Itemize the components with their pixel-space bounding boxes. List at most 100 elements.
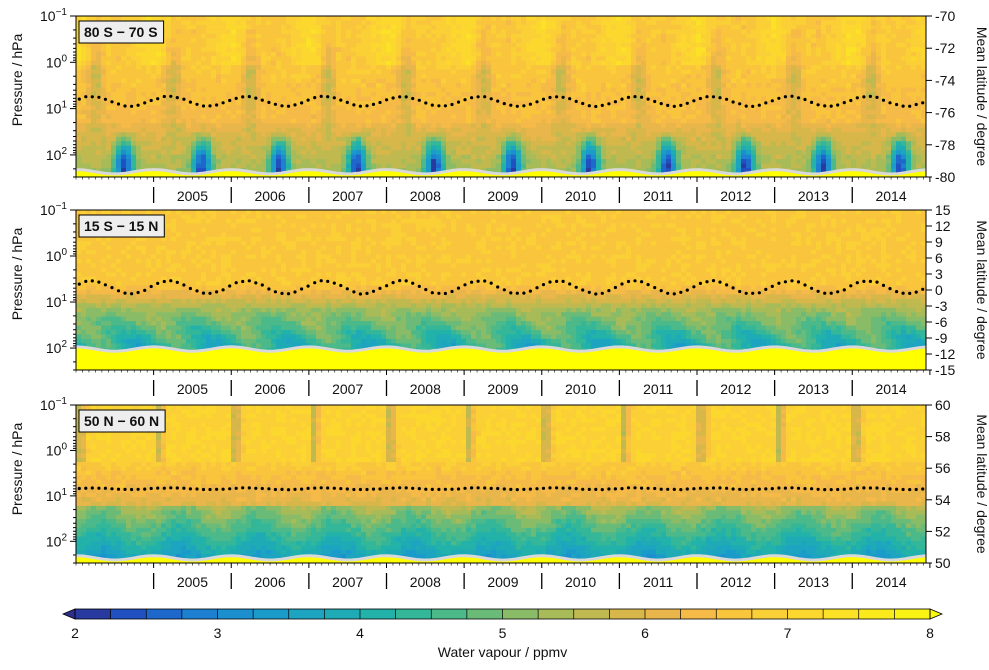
heatmap-cell — [716, 38, 722, 43]
heatmap-cell — [241, 141, 247, 146]
heatmap-cell — [371, 128, 377, 133]
heatmap-cell — [601, 146, 607, 151]
heatmap-cell — [551, 132, 557, 137]
heatmap-cell — [626, 141, 632, 146]
heatmap-cell — [291, 34, 297, 39]
heatmap-cell — [666, 155, 672, 160]
heatmap-cell — [701, 141, 707, 146]
heatmap-cell — [501, 65, 507, 70]
heatmap-cell — [606, 25, 612, 30]
heatmap-cell — [701, 119, 707, 124]
heatmap-cell — [226, 119, 232, 124]
heatmap-cell — [431, 110, 437, 115]
heatmap-cell — [151, 74, 157, 79]
heatmap-cell — [686, 105, 692, 110]
heatmap-cell — [251, 16, 257, 21]
heatmap-cell — [381, 137, 387, 142]
heatmap-cell — [681, 83, 687, 88]
heatmap-cell — [476, 29, 482, 34]
heatmap-cell — [641, 43, 647, 48]
heatmap-cell — [566, 52, 572, 57]
heatmap-cell — [726, 65, 732, 70]
heatmap-cell — [626, 119, 632, 124]
heatmap-cell — [546, 164, 552, 169]
heatmap-cell — [526, 56, 532, 61]
heatmap-cell — [671, 43, 677, 48]
heatmap-cell — [421, 88, 427, 93]
heatmap-cell — [221, 114, 227, 119]
heatmap-cell — [516, 70, 522, 75]
heatmap-cell — [551, 52, 557, 57]
heatmap-cell — [736, 38, 742, 43]
heatmap-cell — [636, 146, 642, 151]
heatmap-cell — [546, 43, 552, 48]
heatmap-cell — [651, 74, 657, 79]
heatmap-cell — [586, 146, 592, 151]
heatmap-cell — [106, 119, 112, 124]
heatmap-cell — [751, 34, 757, 39]
heatmap-cell — [286, 159, 292, 164]
heatmap-cell — [726, 150, 732, 155]
heatmap-cell — [486, 56, 492, 61]
heatmap-cell — [291, 52, 297, 57]
heatmap-cell — [256, 74, 262, 79]
heatmap-cell — [261, 70, 267, 75]
heatmap-cell — [516, 110, 522, 115]
heatmap-cell — [371, 92, 377, 97]
heatmap-cell — [101, 70, 107, 75]
heatmap-cell — [166, 101, 172, 106]
heatmap-cell — [386, 110, 392, 115]
heatmap-cell — [756, 132, 762, 137]
heatmap-cell — [216, 70, 222, 75]
heatmap-cell — [456, 141, 462, 146]
heatmap-cell — [236, 110, 242, 115]
heatmap-cell — [256, 146, 262, 151]
heatmap-cell — [751, 29, 757, 34]
heatmap-cell — [611, 61, 617, 66]
heatmap-cell — [671, 79, 677, 84]
heatmap-cell — [646, 74, 652, 79]
heatmap-cell — [296, 88, 302, 93]
heatmap-cell — [216, 146, 222, 151]
heatmap-cell — [571, 16, 577, 21]
heatmap-cell — [406, 132, 412, 137]
heatmap-cell — [246, 29, 252, 34]
heatmap-cell — [206, 114, 212, 119]
heatmap-cell — [581, 74, 587, 79]
heatmap-cell — [436, 159, 442, 164]
heatmap-cell — [201, 159, 207, 164]
heatmap-cell — [226, 88, 232, 93]
heatmap-cell — [141, 123, 147, 128]
heatmap-cell — [331, 146, 337, 151]
heatmap-cell — [656, 150, 662, 155]
heatmap-cell — [191, 16, 197, 21]
heatmap-cell — [671, 132, 677, 137]
heatmap-cell — [296, 114, 302, 119]
heatmap-cell — [231, 141, 237, 146]
heatmap-cell — [176, 141, 182, 146]
heatmap-cell — [291, 56, 297, 61]
heatmap-cell — [206, 88, 212, 93]
heatmap-cell — [696, 105, 702, 110]
heatmap-cell — [291, 146, 297, 151]
heatmap-cell — [456, 114, 462, 119]
heatmap-cell — [236, 164, 242, 169]
heatmap-cell — [246, 101, 252, 106]
heatmap-cell — [721, 74, 727, 79]
heatmap-cell — [366, 132, 372, 137]
heatmap-cell — [701, 70, 707, 75]
heatmap-cell — [721, 47, 727, 52]
heatmap-cell — [536, 29, 542, 34]
heatmap-cell — [81, 105, 87, 110]
heatmap-cell — [121, 61, 127, 66]
heatmap-cell — [761, 38, 767, 43]
heatmap-cell — [536, 88, 542, 93]
heatmap-cell — [136, 65, 142, 70]
heatmap-cell — [501, 146, 507, 151]
heatmap-cell — [436, 29, 442, 34]
heatmap-cell — [176, 101, 182, 106]
heatmap-cell — [616, 141, 622, 146]
heatmap-cell — [596, 61, 602, 66]
heatmap-cell — [441, 16, 447, 21]
heatmap-cell — [331, 61, 337, 66]
